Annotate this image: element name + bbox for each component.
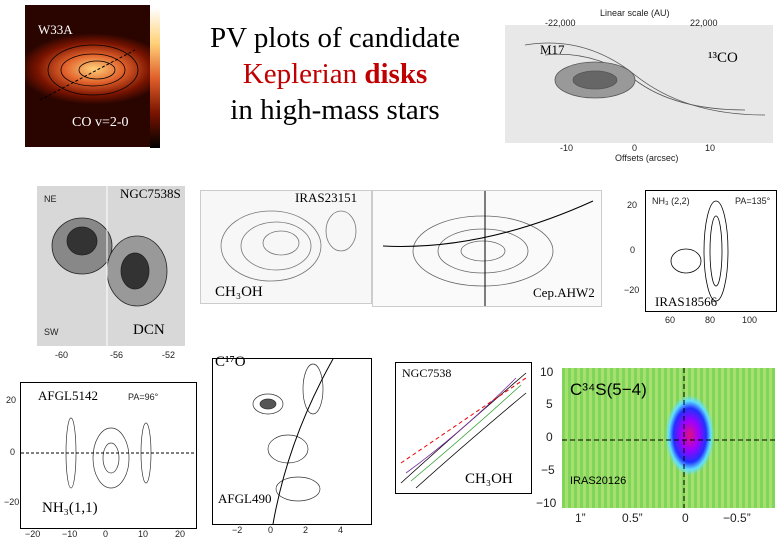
panel-label: NGC7538 <box>402 366 452 380</box>
panel-iras20126 <box>562 368 775 508</box>
panel-note: ¹³CO <box>708 50 738 66</box>
tick-label: -10 <box>560 143 574 153</box>
panel-note: CH₃OH <box>465 471 513 487</box>
contours <box>670 200 729 302</box>
tick-label: -60 <box>55 350 69 360</box>
tick-label: 80 <box>705 315 716 325</box>
panel-label: M17 <box>540 42 565 57</box>
tick-label: 2 <box>303 525 309 535</box>
tick-label: 4 <box>338 525 344 535</box>
panel-afgl490 <box>212 358 372 525</box>
tick-label: -52 <box>162 350 176 360</box>
panel-note: DCN <box>133 322 165 338</box>
pa-label: PA=96° <box>128 392 159 402</box>
tick-label: −10 <box>536 496 557 510</box>
tick-label: 20 <box>175 529 186 539</box>
tick-label: −10 <box>62 529 78 539</box>
contours <box>400 372 527 489</box>
panel-note: C¹⁷O <box>215 354 246 370</box>
tick-label: 20 <box>6 395 17 405</box>
panel-label: IRAS23151 <box>295 190 358 205</box>
panel-note: NH₃(1,1) <box>42 500 98 516</box>
contours <box>252 359 334 524</box>
contours <box>51 186 168 346</box>
panel-label: IRAS20126 <box>570 475 627 487</box>
panel-w33a <box>25 5 150 147</box>
title-part: disks <box>364 58 428 90</box>
tick-label: -22,000 <box>545 18 576 28</box>
panel-ngc7538 <box>395 362 532 494</box>
tick-label: 0 <box>10 447 16 457</box>
panel-m17 <box>505 25 773 143</box>
overlay <box>562 368 775 508</box>
tick-label: -56 <box>110 350 124 360</box>
tick-label: 10 <box>540 365 554 379</box>
pa-label: PA=135° <box>735 196 771 206</box>
panel-label: NGC7538S <box>120 186 181 201</box>
corner-label: SW <box>44 327 59 337</box>
panel-iras18566 <box>645 190 777 312</box>
line-label: NH₃ (2,2) <box>652 196 690 206</box>
tick-label: 22,000 <box>690 18 718 28</box>
panel-note: CH₃OH <box>215 284 263 300</box>
colorbar <box>150 8 160 148</box>
tick-label: −0.5” <box>723 511 751 525</box>
contours <box>220 210 357 282</box>
contours <box>524 42 766 116</box>
tick-label: 0 <box>268 525 274 535</box>
axis-title: Offsets (arcsec) <box>615 153 679 163</box>
panel-iras23151 <box>200 190 372 304</box>
tick-label: 0.5” <box>622 511 643 525</box>
title-line: in high-mass stars <box>230 94 440 126</box>
title-line: PV plots of candidate <box>210 22 460 54</box>
axis-title: Linear scale (AU) <box>600 8 670 18</box>
panel-label: AFGL490 <box>218 491 272 506</box>
tick-label: 10 <box>138 529 149 539</box>
panel-note: CO v=2-0 <box>72 115 129 130</box>
panel-ngc7538s <box>37 186 185 346</box>
tick-label: 0 <box>546 430 553 444</box>
contours <box>39 44 139 101</box>
contours <box>21 417 196 489</box>
tick-label: 20 <box>627 200 638 210</box>
tick-label: 60 <box>665 315 676 325</box>
panel-label: Cep.AHW2 <box>533 285 595 300</box>
tick-label: −2 <box>232 525 243 535</box>
tick-label: −5 <box>541 463 555 477</box>
panel-cepahw2 <box>372 190 602 307</box>
tick-label: 0 <box>682 511 689 525</box>
panel-afgl5142 <box>20 382 197 529</box>
tick-label: −20 <box>25 529 41 539</box>
title-line: Keplerian disks <box>190 56 480 92</box>
panel-label: IRAS18566 <box>655 294 718 309</box>
panel-label: W33A <box>38 22 73 37</box>
tick-label: 0 <box>103 529 109 539</box>
corner-label: NE <box>44 194 57 204</box>
tick-label: −20 <box>624 285 640 295</box>
contours <box>382 191 594 306</box>
title-part: Keplerian <box>242 58 365 90</box>
title-block: PV plots of candidate Keplerian disks in… <box>190 20 480 128</box>
tick-label: 0 <box>630 245 636 255</box>
tick-label: 100 <box>742 315 758 325</box>
panel-label: AFGL5142 <box>38 388 98 403</box>
tick-label: 0 <box>632 143 638 153</box>
tick-label: −20 <box>4 497 20 507</box>
tick-label: 1” <box>575 511 586 525</box>
tick-label: 5 <box>546 397 553 411</box>
line-label: C³⁴S(5−4) <box>570 380 647 399</box>
tick-label: 10 <box>705 143 716 153</box>
